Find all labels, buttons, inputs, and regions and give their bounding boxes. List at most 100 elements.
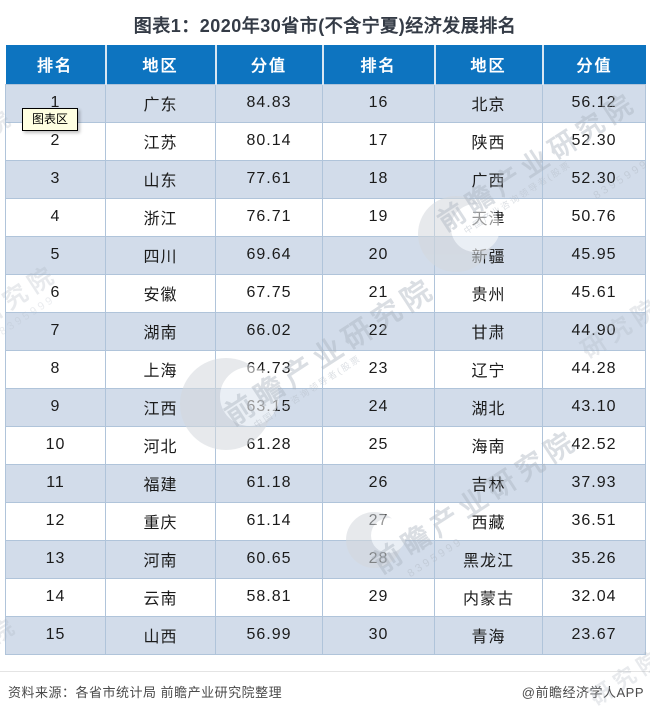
col-header-rank-right: 排名 (321, 45, 435, 84)
region-cell: 新疆 (434, 235, 543, 275)
region-cell: 内蒙古 (434, 577, 543, 617)
table-row: 2 江苏 80.14 17 陕西 52.30 (5, 121, 646, 161)
rank-cell: 29 (322, 577, 435, 617)
rank-cell: 6 (5, 273, 106, 313)
rank-cell: 4 (5, 197, 106, 237)
table-row: 10 河北 61.28 25 海南 42.52 (5, 425, 646, 465)
rank-cell: 21 (322, 273, 435, 313)
score-cell: 67.75 (215, 273, 323, 313)
col-header-region-right: 地区 (433, 45, 543, 84)
footer-divider (0, 671, 650, 672)
score-cell: 61.28 (215, 425, 323, 465)
score-cell: 45.95 (542, 235, 646, 275)
score-cell: 42.52 (542, 425, 646, 465)
rank-cell: 7 (5, 311, 106, 351)
score-cell: 44.90 (542, 311, 646, 351)
rank-cell: 26 (322, 463, 435, 503)
region-cell: 天津 (434, 197, 543, 237)
region-cell: 西藏 (434, 501, 543, 541)
rank-cell: 24 (322, 387, 435, 427)
region-cell: 山西 (105, 615, 216, 655)
rank-cell: 15 (5, 615, 106, 655)
table-row: 6 安徽 67.75 21 贵州 45.61 (5, 273, 646, 313)
table-row: 8 上海 64.73 23 辽宁 44.28 (5, 349, 646, 389)
rank-cell: 11 (5, 463, 106, 503)
score-cell: 64.73 (215, 349, 323, 389)
rank-cell: 5 (5, 235, 106, 275)
region-cell: 湖北 (434, 387, 543, 427)
score-cell: 37.93 (542, 463, 646, 503)
rank-cell: 17 (322, 121, 435, 161)
score-cell: 32.04 (542, 577, 646, 617)
score-cell: 84.83 (215, 83, 323, 123)
rank-cell: 18 (322, 159, 435, 199)
region-cell: 安徽 (105, 273, 216, 313)
region-cell: 四川 (105, 235, 216, 275)
score-cell: 35.26 (542, 539, 646, 579)
table-row: 1 广东 84.83 16 北京 56.12 (5, 83, 646, 123)
col-header-score-right: 分值 (541, 45, 646, 84)
table-row: 4 浙江 76.71 19 天津 50.76 (5, 197, 646, 237)
region-cell: 海南 (434, 425, 543, 465)
score-cell: 52.30 (542, 121, 646, 161)
rank-cell: 25 (322, 425, 435, 465)
rank-cell: 16 (322, 83, 435, 123)
score-cell: 23.67 (542, 615, 646, 655)
score-cell: 45.61 (542, 273, 646, 313)
region-cell: 黑龙江 (434, 539, 543, 579)
rank-cell: 3 (5, 159, 106, 199)
rank-cell: 22 (322, 311, 435, 351)
region-cell: 辽宁 (434, 349, 543, 389)
score-cell: 36.51 (542, 501, 646, 541)
rank-cell: 10 (5, 425, 106, 465)
region-cell: 甘肃 (434, 311, 543, 351)
ranking-table: 排名 地区 分值 排名 地区 分值 1 广东 84.83 16 北京 56.12 2 江苏 8… (5, 45, 646, 655)
rank-cell: 28 (322, 539, 435, 579)
score-cell: 43.10 (542, 387, 646, 427)
score-cell: 69.64 (215, 235, 323, 275)
score-cell: 61.18 (215, 463, 323, 503)
rank-cell: 13 (5, 539, 106, 579)
table-row: 15 山西 56.99 30 青海 23.67 (5, 615, 646, 655)
region-cell: 上海 (105, 349, 216, 389)
score-cell: 76.71 (215, 197, 323, 237)
rank-cell: 20 (322, 235, 435, 275)
col-header-rank-left: 排名 (5, 45, 106, 84)
region-cell: 北京 (434, 83, 543, 123)
score-cell: 44.28 (542, 349, 646, 389)
region-cell: 江西 (105, 387, 216, 427)
footer-credit: @前瞻经济学人APP (521, 685, 644, 700)
region-cell: 广西 (434, 159, 543, 199)
region-cell: 重庆 (105, 501, 216, 541)
region-cell: 福建 (105, 463, 216, 503)
region-cell: 浙江 (105, 197, 216, 237)
table-row: 14 云南 58.81 29 内蒙古 32.04 (5, 577, 646, 617)
table-row: 7 湖南 66.02 22 甘肃 44.90 (5, 311, 646, 351)
rank-cell: 19 (322, 197, 435, 237)
score-cell: 56.99 (215, 615, 323, 655)
score-cell: 50.76 (542, 197, 646, 237)
region-cell: 云南 (105, 577, 216, 617)
table-row: 3 山东 77.61 18 广西 52.30 (5, 159, 646, 199)
rank-cell: 27 (322, 501, 435, 541)
chart-area-tooltip: 图表区 (22, 108, 78, 131)
score-cell: 77.61 (215, 159, 323, 199)
page-title: 图表1：2020年30省市(不含宁夏)经济发展排名 (133, 16, 517, 36)
rank-cell: 8 (5, 349, 106, 389)
table-row: 12 重庆 61.14 27 西藏 36.51 (5, 501, 646, 541)
region-cell: 河北 (105, 425, 216, 465)
table-row: 13 河南 60.65 28 黑龙江 35.26 (5, 539, 646, 579)
region-cell: 湖南 (105, 311, 216, 351)
rank-cell: 23 (322, 349, 435, 389)
score-cell: 80.14 (215, 121, 323, 161)
rank-cell: 30 (322, 615, 435, 655)
rank-cell: 9 (5, 387, 106, 427)
rank-cell: 12 (5, 501, 106, 541)
rank-cell: 14 (5, 577, 106, 617)
score-cell: 58.81 (215, 577, 323, 617)
score-cell: 66.02 (215, 311, 323, 351)
footer-source-note: 资料来源：各省市统计局 前瞻产业研究院整理 (8, 685, 283, 700)
col-header-region-left: 地区 (104, 45, 216, 84)
col-header-score-left: 分值 (214, 45, 323, 84)
region-cell: 广东 (105, 83, 216, 123)
